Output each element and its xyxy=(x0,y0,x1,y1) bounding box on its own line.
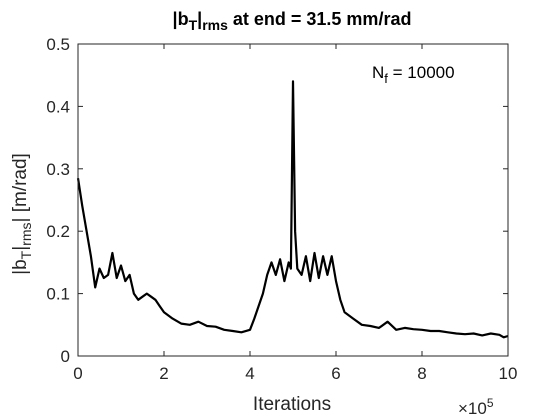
x-tick-label: 2 xyxy=(159,364,168,383)
x-axis-label: Iterations xyxy=(253,394,331,415)
chart-title: |bT|rms at end = 31.5 mm/rad xyxy=(173,9,412,33)
nf-annotation: Nf = 10000 xyxy=(372,63,455,86)
x-tick-label: 10 xyxy=(499,364,518,383)
y-tick-label: 0.4 xyxy=(46,97,70,116)
x-axis-multiplier: ×105 xyxy=(458,396,494,418)
y-axis-label: |bT|rms| [m/rad] xyxy=(10,153,34,275)
x-tick-label: 6 xyxy=(331,364,340,383)
y-tick-label: 0 xyxy=(61,347,70,366)
plot-area: 0 2 4 6 8 10 0 0.1 0.2 0.3 0.4 0.5 xyxy=(46,35,517,383)
x-tick-label: 4 xyxy=(245,364,254,383)
axes-frame xyxy=(77,43,509,357)
y-tick-label: 0.3 xyxy=(46,160,70,179)
y-tick-label: 0.5 xyxy=(46,35,70,54)
x-tick-label: 0 xyxy=(73,364,82,383)
y-tick-label: 0.1 xyxy=(46,285,70,304)
series-line-0 xyxy=(76,80,509,339)
y-tick-label: 0.2 xyxy=(46,222,70,241)
x-tick-label: 8 xyxy=(417,364,426,383)
